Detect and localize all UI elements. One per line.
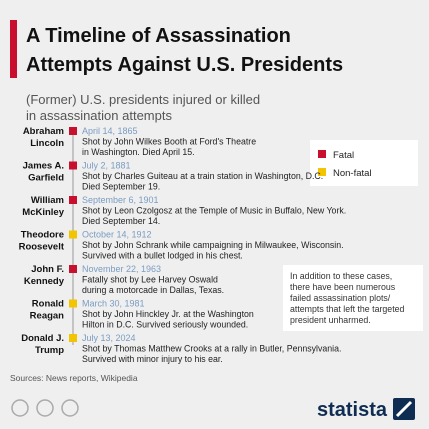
president-name: Reagan <box>30 311 65 322</box>
event-description: Shot by Charles Guiteau at a train stati… <box>82 171 323 181</box>
event-marker <box>69 127 77 135</box>
event-description: Died September 14. <box>82 216 160 226</box>
event-description: in Washington. Died April 15. <box>82 147 195 157</box>
event-description: Shot by Thomas Matthew Crooks at a rally… <box>82 344 341 354</box>
note-text: president unharmed. <box>290 315 371 325</box>
legend-label: Non-fatal <box>333 168 372 179</box>
title: Attempts Against U.S. Presidents <box>26 54 343 76</box>
president-name: McKinley <box>22 207 64 218</box>
event-description: Survived with a bullet lodged in his che… <box>82 251 243 261</box>
president-name: John F. <box>31 264 64 275</box>
event-date: March 30, 1981 <box>82 299 145 309</box>
event-date: July 13, 2024 <box>82 333 136 343</box>
president-name: Garfield <box>28 173 64 184</box>
event-description: Died September 19. <box>82 182 160 192</box>
note-box <box>283 265 423 331</box>
event-marker <box>69 334 77 342</box>
event-marker <box>69 299 77 308</box>
event-description: during a motorcade in Dallas, Texas. <box>82 285 224 295</box>
president-name: Theodore <box>21 230 64 241</box>
event-date: July 2, 1881 <box>82 161 131 171</box>
event-date: November 22, 1963 <box>82 264 161 274</box>
note-text: attempts that left the targeted <box>290 304 405 314</box>
subtitle: (Former) U.S. presidents injured or kill… <box>26 92 260 107</box>
license-icons <box>11 399 79 417</box>
event-marker <box>69 230 77 239</box>
event-description: Shot by Leon Czolgosz at the Temple of M… <box>82 206 346 216</box>
legend-swatch <box>318 150 326 158</box>
legend-swatch <box>318 168 326 176</box>
event-description: Hilton in D.C. Survived seriously wounde… <box>82 320 248 330</box>
event-description: Survived with minor injury to his ear. <box>82 354 223 364</box>
event-marker <box>69 196 77 204</box>
event-date: September 6, 1901 <box>82 195 159 205</box>
event-marker <box>69 265 77 273</box>
source: Sources: News reports, Wikipedia <box>10 373 138 383</box>
brand-name: statista <box>317 399 388 421</box>
event-date: October 14, 1912 <box>82 230 152 240</box>
president-name: Donald J. <box>21 333 64 344</box>
event-description: Shot by John Schrank while campaigning i… <box>82 240 344 250</box>
legend-label: Fatal <box>333 150 354 161</box>
legend-box <box>310 140 418 186</box>
title: A Timeline of Assassination <box>26 25 291 47</box>
president-name: Trump <box>35 345 64 356</box>
event-description: Shot by John Hinckley Jr. at the Washing… <box>82 309 254 319</box>
note-text: there have been numerous <box>290 282 396 292</box>
president-name: William <box>31 195 64 206</box>
event-description: Fatally shot by Lee Harvey Oswald <box>82 275 218 285</box>
note-text: In addition to these cases, <box>290 271 392 281</box>
president-name: Roosevelt <box>19 242 65 253</box>
subtitle: in assassination attempts <box>26 108 172 123</box>
brand-logo <box>393 398 415 420</box>
note-text: failed assassination plots/ <box>290 293 391 303</box>
event-description: Shot by John Wilkes Booth at Ford's Thea… <box>82 137 256 147</box>
event-marker <box>69 161 77 170</box>
title-accent <box>10 20 17 78</box>
president-name: Kennedy <box>24 276 65 287</box>
event-date: April 14, 1865 <box>82 126 138 136</box>
president-name: Ronald <box>32 299 64 310</box>
president-name: James A. <box>23 161 64 172</box>
president-name: Abraham <box>23 126 64 137</box>
president-name: Lincoln <box>30 138 64 149</box>
